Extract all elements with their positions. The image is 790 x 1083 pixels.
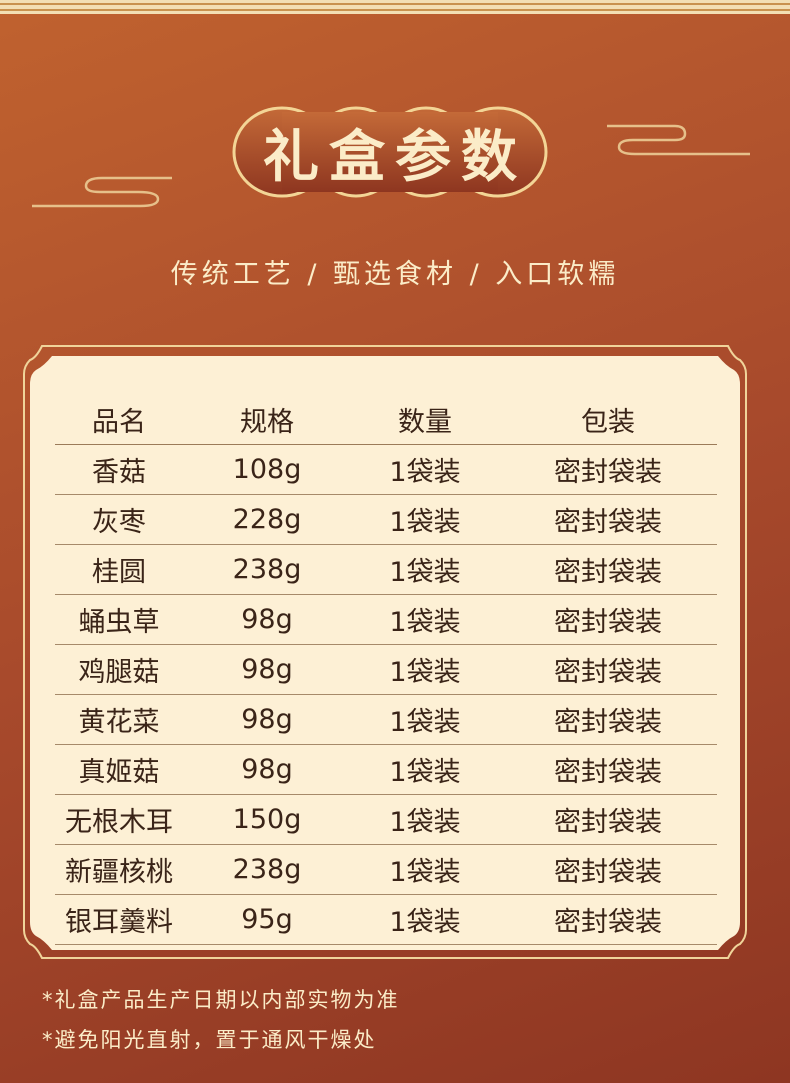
cell-packaging: 密封袋装 (554, 907, 662, 938)
cell-packaging: 密封袋装 (554, 657, 662, 688)
subtitle: 传统工艺 / 甄选食材 / 入口软糯 (170, 259, 620, 290)
note-production-date: *礼盒产品生产日期以内部实物为准 (42, 988, 400, 1012)
cell-spec: 98g (241, 654, 293, 685)
title-badge: 礼盒参数 (230, 104, 550, 200)
cell-packaging: 密封袋装 (554, 857, 662, 888)
table-row: 灰枣 228g 1袋装 密封袋装 (55, 495, 717, 545)
cell-spec: 150g (232, 804, 302, 835)
cell-packaging: 密封袋装 (554, 707, 662, 738)
spec-table: 品名 规格 数量 包装 香菇 108g 1袋装 密封袋装 灰枣 228g 1袋装 密封袋装 桂圆… (55, 395, 717, 945)
page-title: 礼盒参数 (263, 123, 527, 190)
header-name: 品名 (92, 407, 146, 438)
table-row: 鸡腿菇 98g 1袋装 密封袋装 (55, 645, 717, 695)
cell-name: 蛹虫草 (78, 607, 160, 638)
cell-name: 无根木耳 (65, 807, 173, 838)
table-row: 真姬菇 98g 1袋装 密封袋装 (55, 745, 717, 795)
cell-name: 真姬菇 (78, 757, 160, 788)
cell-spec: 95g (241, 904, 293, 935)
cell-spec: 238g (232, 854, 302, 885)
cell-spec: 98g (241, 604, 293, 635)
cell-name: 银耳羹料 (65, 907, 173, 938)
cell-name: 黄花菜 (78, 707, 160, 738)
cell-quantity: 1袋装 (389, 507, 461, 538)
note-storage: *避免阳光直射，置于通风干燥处 (42, 1028, 377, 1052)
table-row: 蛹虫草 98g 1袋装 密封袋装 (55, 595, 717, 645)
table-panel-frame (23, 345, 747, 959)
cell-spec: 238g (232, 554, 302, 585)
header-spec: 规格 (240, 407, 294, 438)
cell-name: 新疆核桃 (65, 857, 173, 888)
table-row: 桂圆 238g 1袋装 密封袋装 (55, 545, 717, 595)
table-row: 银耳羹料 95g 1袋装 密封袋装 (55, 895, 717, 945)
cell-spec: 98g (241, 754, 293, 785)
cell-quantity: 1袋装 (389, 807, 461, 838)
cell-name: 桂圆 (92, 557, 146, 588)
cell-quantity: 1袋装 (389, 707, 461, 738)
table-row: 新疆核桃 238g 1袋装 密封袋装 (55, 845, 717, 895)
title-badge-shape (232, 106, 548, 198)
cell-name: 鸡腿菇 (78, 657, 160, 688)
table-header-row: 品名 规格 数量 包装 (55, 395, 717, 445)
cell-quantity: 1袋装 (389, 857, 461, 888)
table-row: 无根木耳 150g 1袋装 密封袋装 (55, 795, 717, 845)
cloud-swirl-right-icon (607, 124, 750, 156)
cell-packaging: 密封袋装 (554, 607, 662, 638)
cell-name: 香菇 (92, 457, 146, 488)
cell-spec: 108g (232, 454, 302, 485)
cell-packaging: 密封袋装 (554, 757, 662, 788)
cell-quantity: 1袋装 (389, 657, 461, 688)
cell-quantity: 1袋装 (389, 907, 461, 938)
header-quantity: 数量 (398, 407, 452, 438)
cell-packaging: 密封袋装 (554, 557, 662, 588)
cell-quantity: 1袋装 (389, 757, 461, 788)
top-decorative-band (0, 0, 790, 14)
cell-spec: 98g (241, 704, 293, 735)
cell-quantity: 1袋装 (389, 557, 461, 588)
cell-packaging: 密封袋装 (554, 807, 662, 838)
cell-spec: 228g (232, 504, 302, 535)
table-row: 香菇 108g 1袋装 密封袋装 (55, 445, 717, 495)
cell-quantity: 1袋装 (389, 457, 461, 488)
cloud-swirl-left-icon (32, 176, 172, 208)
header-packaging: 包装 (581, 407, 635, 438)
cell-quantity: 1袋装 (389, 607, 461, 638)
cell-packaging: 密封袋装 (554, 507, 662, 538)
table-row: 黄花菜 98g 1袋装 密封袋装 (55, 695, 717, 745)
cell-name: 灰枣 (92, 507, 146, 538)
cell-packaging: 密封袋装 (554, 457, 662, 488)
